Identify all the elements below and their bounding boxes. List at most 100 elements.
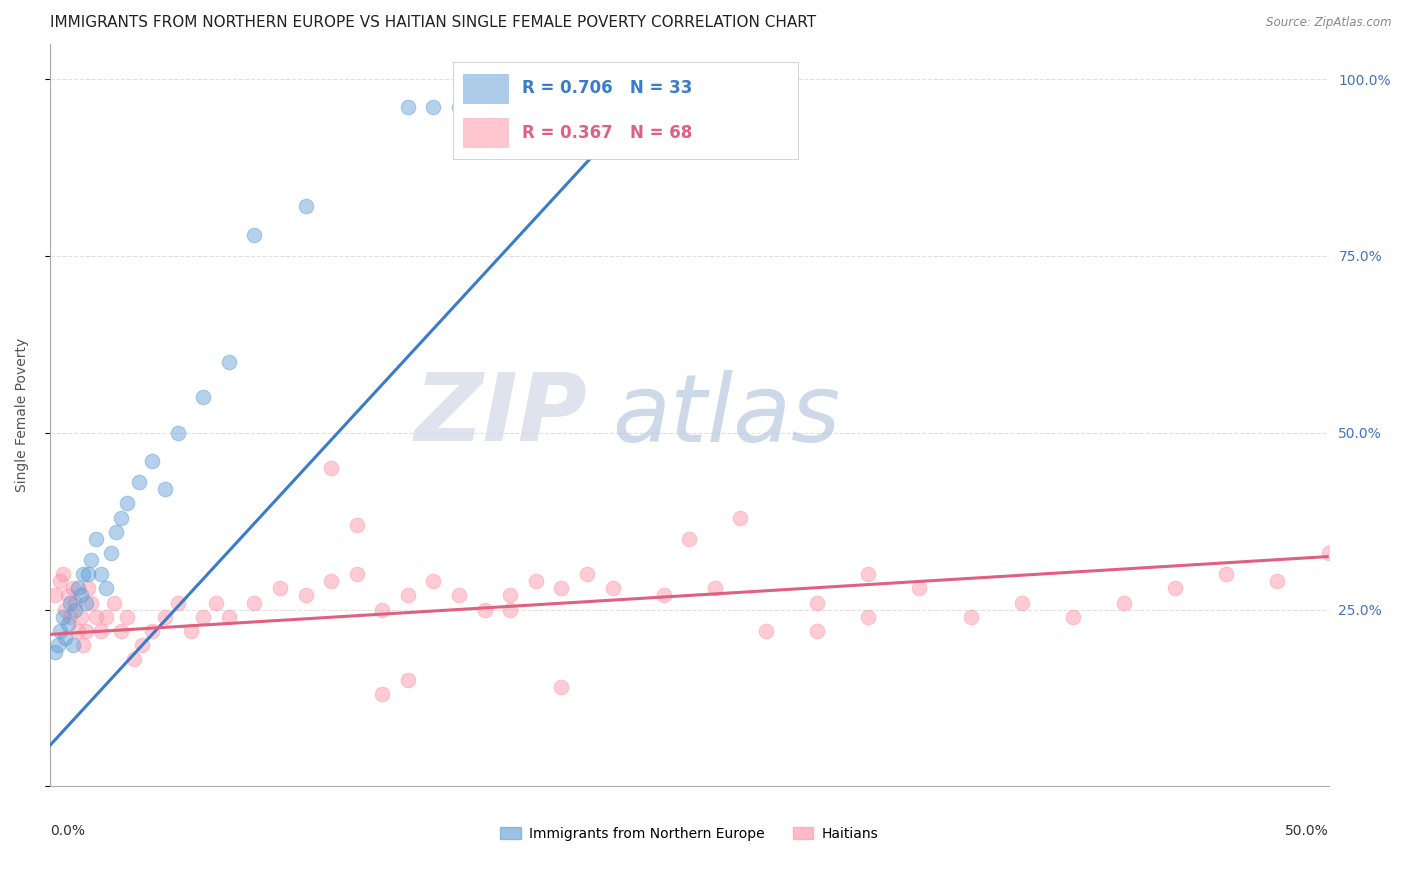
- Point: [193, 390, 215, 404]
- Y-axis label: Single Female Poverty: Single Female Poverty: [15, 338, 30, 492]
- Point: [59, 595, 82, 609]
- Point: [72, 567, 94, 582]
- Text: IMMIGRANTS FROM NORTHERN EUROPE VS HAITIAN SINGLE FEMALE POVERTY CORRELATION CHA: IMMIGRANTS FROM NORTHERN EUROPE VS HAITI…: [49, 15, 815, 30]
- Point: [321, 574, 343, 589]
- Point: [447, 100, 470, 114]
- Point: [122, 652, 145, 666]
- Point: [84, 609, 107, 624]
- Point: [1062, 609, 1084, 624]
- Point: [75, 595, 97, 609]
- Point: [166, 425, 188, 440]
- Point: [294, 589, 316, 603]
- Point: [321, 461, 343, 475]
- Point: [371, 688, 394, 702]
- Point: [62, 582, 84, 596]
- Point: [59, 609, 82, 624]
- Text: 0.0%: 0.0%: [49, 823, 84, 838]
- Point: [652, 589, 675, 603]
- Point: [52, 567, 75, 582]
- Point: [49, 574, 72, 589]
- Point: [66, 624, 89, 638]
- Point: [371, 602, 394, 616]
- Text: Source: ZipAtlas.com: Source: ZipAtlas.com: [1267, 16, 1392, 29]
- Legend: Immigrants from Northern Europe, Haitians: Immigrants from Northern Europe, Haitian…: [495, 822, 884, 847]
- Point: [602, 582, 624, 596]
- Point: [806, 624, 828, 638]
- Point: [678, 532, 700, 546]
- Point: [153, 609, 176, 624]
- Point: [269, 582, 291, 596]
- Point: [103, 595, 125, 609]
- Point: [243, 595, 266, 609]
- Point: [94, 609, 117, 624]
- Point: [65, 595, 87, 609]
- Point: [193, 609, 215, 624]
- Point: [755, 624, 778, 638]
- Point: [1112, 595, 1135, 609]
- Point: [575, 567, 598, 582]
- Point: [141, 624, 163, 638]
- Point: [131, 638, 153, 652]
- Point: [1215, 567, 1237, 582]
- Point: [858, 567, 880, 582]
- Point: [46, 638, 69, 652]
- Point: [346, 567, 368, 582]
- Text: ZIP: ZIP: [413, 369, 586, 461]
- Point: [703, 582, 725, 596]
- Point: [959, 609, 981, 624]
- Point: [90, 567, 112, 582]
- Text: 50.0%: 50.0%: [1285, 823, 1329, 838]
- Point: [62, 638, 84, 652]
- Point: [550, 582, 572, 596]
- Point: [166, 595, 188, 609]
- Point: [218, 609, 240, 624]
- Point: [153, 483, 176, 497]
- Point: [806, 595, 828, 609]
- Point: [396, 100, 419, 114]
- Point: [65, 602, 87, 616]
- Point: [422, 100, 444, 114]
- Point: [69, 609, 91, 624]
- Point: [346, 517, 368, 532]
- Point: [110, 624, 132, 638]
- Point: [908, 582, 931, 596]
- Point: [72, 638, 94, 652]
- Point: [218, 355, 240, 369]
- Point: [499, 602, 522, 616]
- Point: [84, 532, 107, 546]
- Point: [66, 582, 89, 596]
- Point: [422, 574, 444, 589]
- Point: [205, 595, 228, 609]
- Point: [1011, 595, 1033, 609]
- Point: [396, 673, 419, 688]
- Point: [77, 582, 100, 596]
- Point: [858, 609, 880, 624]
- Point: [396, 589, 419, 603]
- Point: [128, 475, 150, 490]
- Point: [1164, 582, 1187, 596]
- Point: [115, 609, 138, 624]
- Point: [474, 602, 496, 616]
- Point: [294, 199, 316, 213]
- Point: [141, 454, 163, 468]
- Point: [105, 524, 128, 539]
- Point: [1317, 546, 1340, 560]
- Point: [1267, 574, 1289, 589]
- Point: [730, 510, 752, 524]
- Point: [110, 510, 132, 524]
- Point: [243, 227, 266, 242]
- Point: [100, 546, 122, 560]
- Point: [499, 589, 522, 603]
- Point: [179, 624, 201, 638]
- Point: [90, 624, 112, 638]
- Point: [80, 595, 103, 609]
- Point: [56, 616, 79, 631]
- Point: [77, 567, 100, 582]
- Point: [44, 589, 66, 603]
- Point: [49, 624, 72, 638]
- Point: [44, 645, 66, 659]
- Point: [52, 609, 75, 624]
- Point: [80, 553, 103, 567]
- Point: [115, 496, 138, 510]
- Point: [56, 589, 79, 603]
